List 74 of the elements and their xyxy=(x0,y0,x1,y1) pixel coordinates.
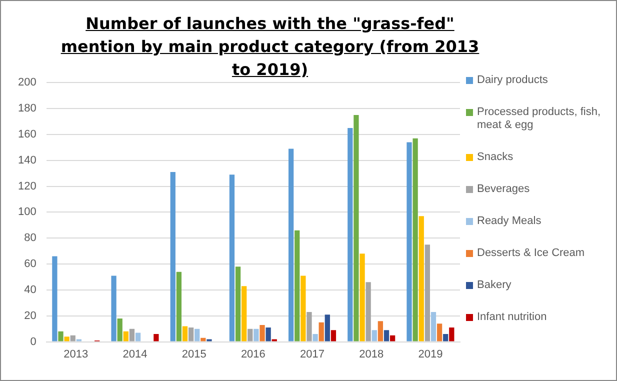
y-tick-label: 20 xyxy=(24,310,36,322)
bar xyxy=(372,330,377,342)
bar xyxy=(430,312,436,342)
bar xyxy=(378,321,384,342)
bar xyxy=(235,266,241,342)
y-tick-label: 0 xyxy=(30,336,36,348)
bar xyxy=(123,331,128,342)
y-tick-label: 140 xyxy=(18,154,36,166)
bar xyxy=(348,128,353,342)
legend-label: Beverages xyxy=(477,183,530,196)
bar xyxy=(154,334,159,342)
bar xyxy=(58,331,64,342)
x-tick-label: 2014 xyxy=(122,348,148,360)
bar xyxy=(70,335,76,342)
legend-label: Bakery xyxy=(477,279,512,292)
bar xyxy=(170,172,176,342)
bar xyxy=(366,282,371,342)
y-tick-label: 40 xyxy=(24,284,36,296)
bar xyxy=(318,322,324,342)
y-tick-label: 200 xyxy=(18,76,36,89)
bar xyxy=(254,328,259,342)
bar xyxy=(194,328,200,342)
bar xyxy=(135,332,141,342)
bar xyxy=(312,334,318,342)
x-tick-label: 2019 xyxy=(418,348,443,360)
bar xyxy=(117,318,122,342)
bar xyxy=(242,286,247,342)
legend-label: Processed products, fish, meat & egg xyxy=(477,106,602,132)
bar xyxy=(330,330,336,342)
legend-label: Dairy products xyxy=(477,74,548,87)
bar xyxy=(288,148,294,342)
bar xyxy=(248,328,253,342)
legend-label: Infant nutrition xyxy=(477,311,547,324)
chart-title: Number of launches with the "grass-fed" mention by main product category (from 2013 to 2019) xyxy=(60,14,480,79)
x-tick-label: 2017 xyxy=(300,348,325,360)
bar xyxy=(52,256,58,342)
bar xyxy=(260,324,265,342)
x-tick-label: 2018 xyxy=(359,348,384,360)
x-tick-label: 2016 xyxy=(240,348,266,360)
bar xyxy=(306,312,312,342)
y-tick-label: 160 xyxy=(18,128,36,140)
y-tick-label: 120 xyxy=(18,180,36,192)
bar xyxy=(412,138,418,342)
bar xyxy=(436,324,442,342)
bar xyxy=(354,115,359,342)
bar xyxy=(188,328,194,342)
x-tick-label: 2015 xyxy=(182,348,206,360)
bar xyxy=(424,244,430,342)
y-tick-label: 60 xyxy=(24,258,36,270)
bar xyxy=(200,338,206,342)
y-tick-label: 180 xyxy=(18,102,36,115)
legend-label: Snacks xyxy=(477,151,514,164)
bar xyxy=(360,254,365,342)
bar xyxy=(406,142,412,342)
bar xyxy=(390,335,396,342)
bar xyxy=(229,174,235,342)
bar xyxy=(294,230,300,342)
bar xyxy=(443,334,448,342)
y-tick-label: 80 xyxy=(24,232,36,244)
bar xyxy=(418,216,424,342)
x-tick-label: 2013 xyxy=(64,348,88,360)
bar xyxy=(300,276,306,342)
bar xyxy=(384,330,390,342)
y-tick-label: 100 xyxy=(18,206,36,218)
bar xyxy=(324,314,330,342)
bar xyxy=(64,336,70,342)
bar xyxy=(266,328,271,342)
bar xyxy=(176,272,182,342)
bar xyxy=(182,326,188,342)
legend-label: Desserts & Ice Cream xyxy=(477,247,585,260)
bar xyxy=(449,328,454,342)
bar xyxy=(129,328,135,342)
legend-label: Ready Meals xyxy=(477,215,542,228)
bar xyxy=(111,276,116,342)
